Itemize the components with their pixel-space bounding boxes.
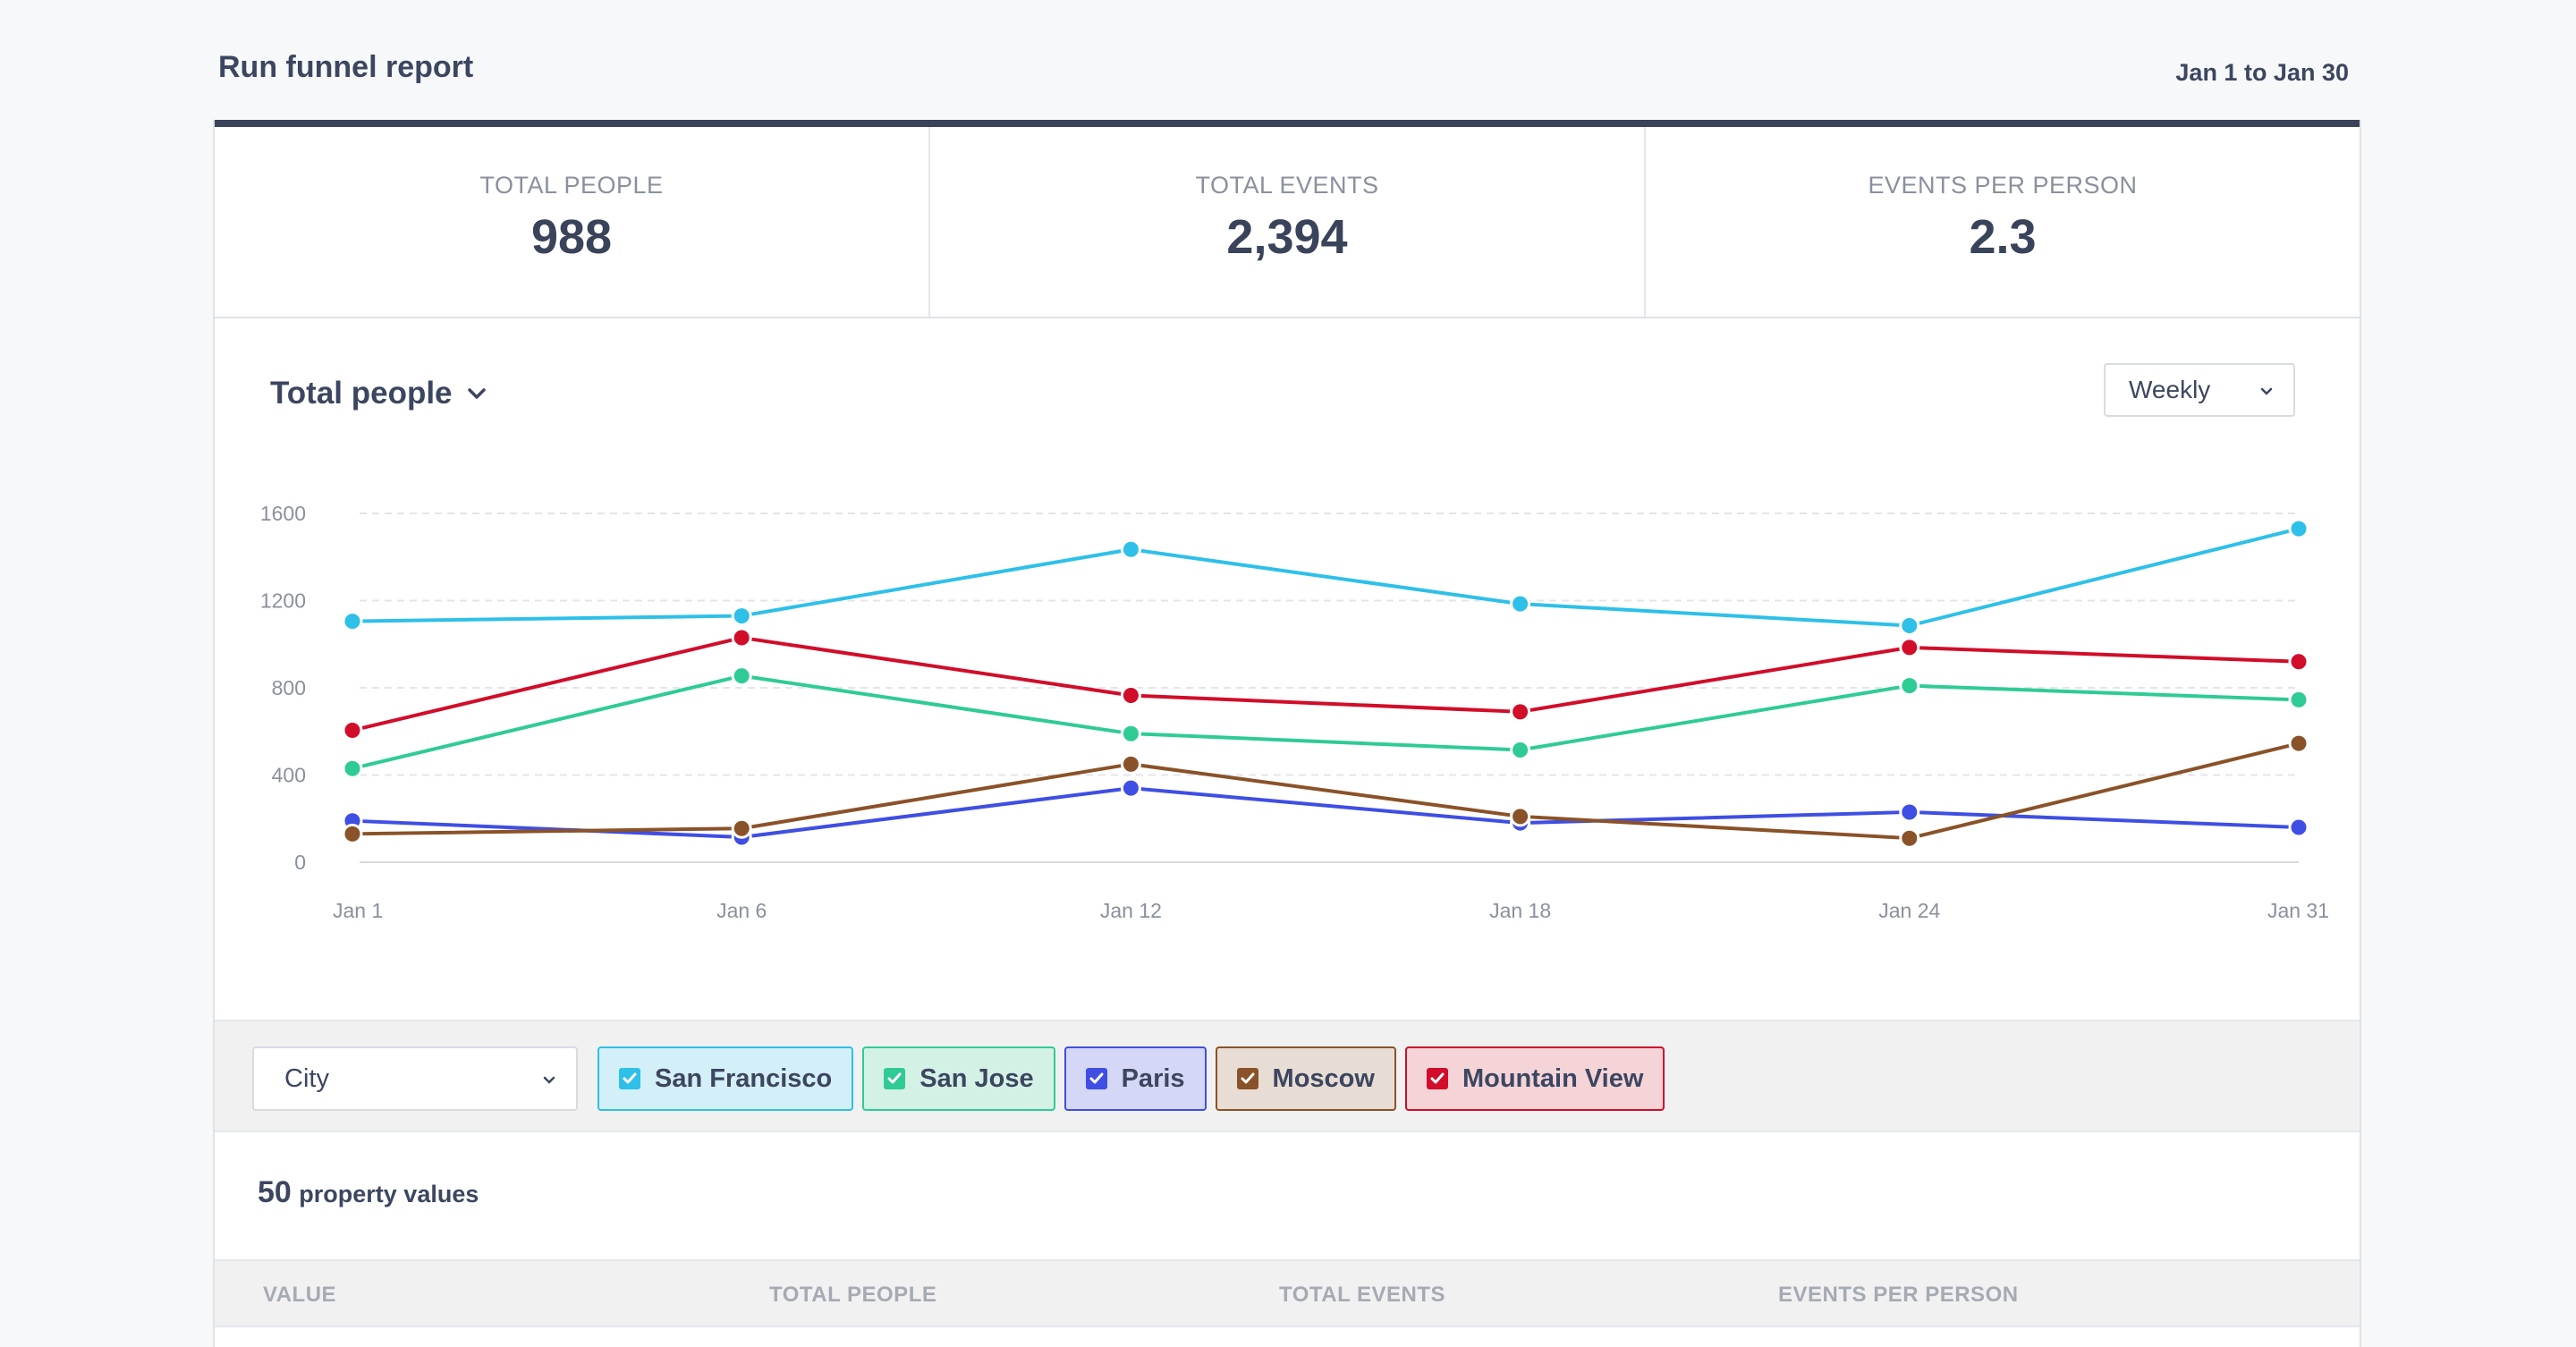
data-point xyxy=(1899,801,1920,823)
line-chart: 0 400 800 1200 1600 Jan 1 Jan 6 Jan 12 Jan 18 Jan… xyxy=(260,502,2329,922)
data-point xyxy=(731,665,752,687)
data-point xyxy=(1120,538,1141,560)
report-card: TOTAL PEOPLE 988 TOTAL EVENTS 2,394 EVEN… xyxy=(213,120,2361,1347)
data-point xyxy=(1120,753,1141,775)
page-title: Run funnel report xyxy=(218,50,474,84)
dimension-label: City xyxy=(284,1063,329,1093)
metric-label: Total people xyxy=(270,376,453,411)
series-chip-label: San Jose xyxy=(919,1063,1034,1093)
series-chip-label: San Francisco xyxy=(655,1063,833,1093)
checkbox-checked-icon[interactable] xyxy=(1426,1068,1448,1089)
data-point xyxy=(2288,733,2309,754)
data-point xyxy=(1899,827,1920,849)
x-tick-label: Jan 12 xyxy=(1100,899,1162,922)
data-point xyxy=(1510,593,1531,614)
series-chip-label: Moscow xyxy=(1272,1063,1375,1093)
date-range[interactable]: Jan 1 to Jan 30 xyxy=(2175,59,2349,86)
checkbox-checked-icon[interactable] xyxy=(1236,1068,1258,1089)
series-chip[interactable]: San Francisco xyxy=(597,1046,854,1111)
data-point xyxy=(1510,739,1531,760)
data-point xyxy=(731,606,752,627)
y-tick-label: 1600 xyxy=(260,502,306,525)
y-tick-label: 800 xyxy=(272,676,306,699)
column-header-total-events[interactable]: TOTAL EVENTS xyxy=(1279,1283,1446,1307)
series-chip[interactable]: San Jose xyxy=(862,1046,1055,1111)
dimension-dropdown[interactable]: City xyxy=(252,1046,578,1111)
series-chip-label: Mountain View xyxy=(1462,1063,1644,1093)
data-point xyxy=(2288,518,2309,539)
data-point xyxy=(342,758,363,779)
data-point xyxy=(1510,806,1531,827)
series-chip[interactable]: Paris xyxy=(1063,1046,1207,1111)
series-chip-label: Paris xyxy=(1121,1063,1185,1093)
data-point xyxy=(2288,651,2309,673)
period-dropdown[interactable]: Weekly xyxy=(2104,363,2295,417)
x-tick-label: Jan 1 xyxy=(333,899,383,922)
data-point xyxy=(731,818,752,839)
checkbox-checked-icon[interactable] xyxy=(619,1068,640,1089)
stat-value: 988 xyxy=(530,210,613,264)
data-point xyxy=(342,720,363,741)
data-point xyxy=(1899,615,1920,637)
x-tick-label: Jan 18 xyxy=(1489,899,1551,922)
chevron-down-icon xyxy=(2260,387,2273,395)
stat-events-per-person: EVENTS PER PERSON 2.3 xyxy=(1646,127,2360,317)
series-chips: San Francisco San Jose Paris Moscow Mountain… xyxy=(597,1046,1665,1111)
series-line xyxy=(352,786,2300,839)
stat-total-people: TOTAL PEOPLE 988 xyxy=(215,127,930,317)
property-values-label: property values xyxy=(299,1181,479,1207)
stat-value: 2,394 xyxy=(1226,210,1348,264)
property-values-count: 50 xyxy=(258,1175,292,1209)
column-header-total-people[interactable]: TOTAL PEOPLE xyxy=(769,1283,937,1307)
data-point xyxy=(1899,675,1920,697)
chevron-down-icon xyxy=(543,1076,555,1084)
stats-row: TOTAL PEOPLE 988 TOTAL EVENTS 2,394 EVEN… xyxy=(215,120,2360,318)
series-line xyxy=(352,635,2300,733)
stat-label: TOTAL PEOPLE xyxy=(479,172,664,199)
checkbox-checked-icon[interactable] xyxy=(884,1068,906,1089)
series-line xyxy=(352,674,2300,771)
data-point xyxy=(1120,723,1141,744)
data-point xyxy=(342,611,363,632)
data-point xyxy=(731,627,752,648)
filter-bar: City San Francisco San Jose Paris Moscow Mou… xyxy=(215,1020,2360,1132)
series-chip[interactable]: Moscow xyxy=(1215,1046,1396,1111)
x-tick-label: Jan 24 xyxy=(1878,899,1940,922)
data-point xyxy=(1899,637,1920,658)
table-header: VALUE TOTAL PEOPLE TOTAL EVENTS EVENTS P… xyxy=(215,1259,2360,1327)
x-tick-label: Jan 31 xyxy=(2267,899,2329,922)
stat-value: 2.3 xyxy=(1969,210,2037,264)
x-tick-label: Jan 6 xyxy=(716,899,767,922)
series-line xyxy=(352,527,2300,628)
data-point xyxy=(2288,689,2309,710)
column-header-value[interactable]: VALUE xyxy=(263,1283,337,1307)
data-point xyxy=(1120,685,1141,707)
series-line xyxy=(352,741,2300,841)
report-header: Run funnel report Jan 1 to Jan 30 xyxy=(218,0,2361,120)
column-header-events-per-person[interactable]: EVENTS PER PERSON xyxy=(1778,1283,2019,1307)
data-point xyxy=(342,823,363,844)
period-label: Weekly xyxy=(2129,376,2211,403)
metric-dropdown[interactable]: Total people xyxy=(270,376,487,411)
stat-label: TOTAL EVENTS xyxy=(1195,172,1379,199)
stat-total-events: TOTAL EVENTS 2,394 xyxy=(930,127,1646,317)
data-point xyxy=(2288,817,2309,838)
checkbox-checked-icon[interactable] xyxy=(1085,1068,1107,1089)
data-point xyxy=(1120,777,1141,799)
property-values-summary: 50 property values xyxy=(258,1175,479,1210)
chevron-down-icon xyxy=(467,388,486,399)
y-tick-label: 0 xyxy=(294,851,306,874)
data-point xyxy=(1510,701,1531,723)
stat-label: EVENTS PER PERSON xyxy=(1868,172,2138,199)
series-chip[interactable]: Mountain View xyxy=(1404,1046,1665,1111)
y-tick-label: 400 xyxy=(272,764,306,787)
y-tick-label: 1200 xyxy=(260,589,306,613)
